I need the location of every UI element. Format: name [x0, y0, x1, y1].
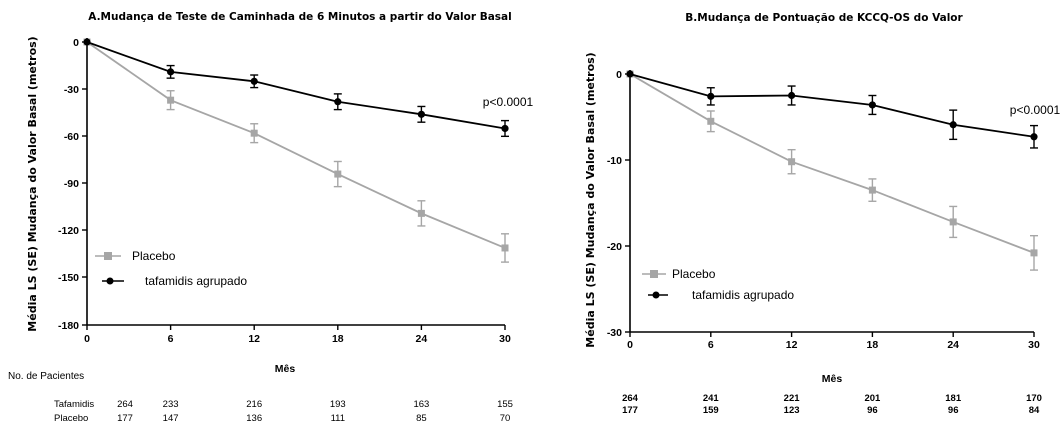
- chart-a-placebo-point: [334, 170, 342, 178]
- chart-b-x-tick-label: 6: [708, 339, 714, 351]
- chart-b-y-tick-label: -10: [607, 155, 622, 167]
- chart-b-y-tick-label: 0: [616, 69, 622, 81]
- patients-count-cell: 264: [622, 393, 639, 404]
- chart-b-tafamidis-point: [707, 92, 715, 100]
- patients-count-cell: 264: [117, 399, 133, 410]
- legend-tafamidis-marker: [106, 277, 114, 285]
- chart-a-p-value: p<0.0001: [483, 95, 534, 109]
- patients-count-cell: 193: [330, 399, 346, 410]
- chart-a-title: A.Mudança de Teste de Caminhada de 6 Min…: [88, 11, 511, 23]
- legend-placebo-label: Placebo: [132, 249, 176, 263]
- chart-a-x-tick-label: 18: [332, 333, 344, 345]
- chart-b-x-tick-label: 18: [867, 339, 879, 351]
- legend-b-tafamidis-label: tafamidis agrupado: [692, 288, 794, 302]
- patients-count-cell: 111: [331, 413, 345, 424]
- chart-b-legend: Placebo tafamidis agrupado: [642, 267, 794, 302]
- patients-count-cell: 70: [500, 413, 511, 424]
- patients-count-cell: 85: [416, 413, 427, 424]
- chart-b-title: B.Mudança de Pontuação de KCCQ-OS do Val…: [685, 12, 963, 24]
- chart-b-tafamidis-point: [788, 91, 796, 100]
- patients-count-cell: 159: [703, 405, 719, 416]
- patients-count-cell: 147: [163, 413, 179, 424]
- chart-b-x-tick-label: 0: [627, 339, 633, 351]
- chart-b-tafamidis-point: [1030, 133, 1038, 141]
- patients-count-cell: 84: [1029, 405, 1040, 416]
- patients-count-cell: 181: [945, 393, 962, 404]
- chart-a-placebo-point: [501, 244, 509, 252]
- chart-b-placebo-point: [1030, 249, 1038, 257]
- patients-count-cell: 96: [948, 405, 959, 416]
- legend-b-placebo-marker: [650, 270, 658, 278]
- chart-a-x-tick-label: 24: [416, 333, 428, 345]
- chart-b-placebo-point: [788, 158, 796, 166]
- patients-count-cell: 163: [413, 399, 429, 410]
- patients-count-cell: 216: [246, 399, 262, 410]
- patients-count-cell: 221: [784, 393, 801, 404]
- chart-a-tafamidis-point: [250, 77, 258, 85]
- chart-a-placebo-line: [86, 41, 506, 249]
- chart-b-tafamidis-line: [629, 73, 1035, 138]
- chart-b-placebo-line: [629, 73, 1035, 254]
- chart-a-tafamidis-point: [83, 38, 91, 46]
- chart-b-tafamidis-point: [868, 101, 877, 109]
- chart-a-tafamidis-line: [86, 41, 506, 130]
- patients-count-cell: 170: [1026, 393, 1042, 404]
- chart-panel-b: B.Mudança de Pontuação de KCCQ-OS do Val…: [584, 12, 1060, 416]
- chart-b-y-axis-label: Média LS (SE) Mudança do Valor Basal (me…: [584, 52, 597, 347]
- chart-a-x-tick-label: 0: [84, 333, 90, 345]
- chart-a-tafamidis-point: [334, 98, 342, 106]
- chart-a-tafamidis-point: [417, 110, 425, 118]
- patients-count-cell: 241: [703, 393, 720, 404]
- chart-a-y-tick-label: -150: [58, 272, 79, 284]
- chart-b-placebo-point: [868, 186, 876, 194]
- chart-a-x-tick-label: 12: [248, 333, 260, 345]
- legend-b-placebo-label: Placebo: [672, 267, 716, 281]
- chart-a-y-axis-label: Média LS (SE) Mudança do Valor Basal (me…: [26, 36, 39, 331]
- chart-a-tafamidis-point: [167, 68, 175, 76]
- chart-a-y-tick-label: -60: [64, 131, 79, 143]
- chart-b-y-tick-label: -20: [607, 241, 622, 253]
- chart-a-y-tick-label: -30: [64, 84, 79, 96]
- legend-tafamidis-label: tafamidis agrupado: [145, 274, 247, 288]
- patients-count-cell: 233: [163, 399, 179, 410]
- patients-count-cell: 123: [784, 405, 800, 416]
- patients-count-cell: 177: [117, 413, 133, 424]
- chart-b-placebo-point: [707, 117, 715, 125]
- patients-row-label: Tafamidis: [54, 399, 94, 410]
- chart-b-y-tick-label: -30: [607, 327, 622, 339]
- chart-a-y-tick-label: -90: [64, 178, 79, 190]
- chart-a-x-axis-label: Mês: [275, 363, 296, 375]
- chart-a-y-tick-label: 0: [73, 37, 79, 49]
- patients-count-cell: 96: [867, 405, 878, 416]
- chart-b-x-tick-label: 12: [786, 339, 798, 351]
- patients-row-label: Placebo: [54, 413, 88, 424]
- chart-a-y-tick-label: -180: [58, 320, 79, 332]
- chart-a-y-tick-label: -120: [58, 225, 79, 237]
- chart-b-p-value: p<0.0001: [1010, 103, 1060, 117]
- chart-b-x-axis-label: Mês: [822, 373, 843, 385]
- patients-count-cell: 155: [497, 399, 513, 410]
- chart-a-x-tick-label: 30: [499, 333, 511, 345]
- chart-b-x-tick-label: 30: [1028, 339, 1040, 351]
- patients-count-cell: 201: [864, 393, 881, 404]
- legend-placebo-marker: [104, 252, 112, 260]
- chart-a-placebo-point: [417, 209, 425, 217]
- legend-b-tafamidis-marker: [652, 291, 660, 299]
- chart-a-legend: Placebo tafamidis agrupado: [95, 249, 247, 288]
- chart-a-tafamidis-point: [501, 124, 509, 133]
- chart-a-x-tick-label: 6: [168, 333, 174, 345]
- patients-count-cell: 136: [246, 413, 262, 424]
- patients-header: No. de Pacientes: [8, 371, 84, 382]
- chart-a-placebo-point: [167, 96, 175, 104]
- chart-b-x-tick-label: 24: [947, 339, 959, 351]
- patients-count-cell: 177: [622, 405, 638, 416]
- chart-a-placebo-point: [250, 129, 258, 137]
- chart-b-tafamidis-point: [626, 70, 634, 78]
- chart-b-tafamidis-point: [949, 121, 957, 129]
- chart-panel-a: A.Mudança de Teste de Caminhada de 6 Min…: [8, 11, 534, 424]
- chart-b-placebo-point: [949, 218, 957, 226]
